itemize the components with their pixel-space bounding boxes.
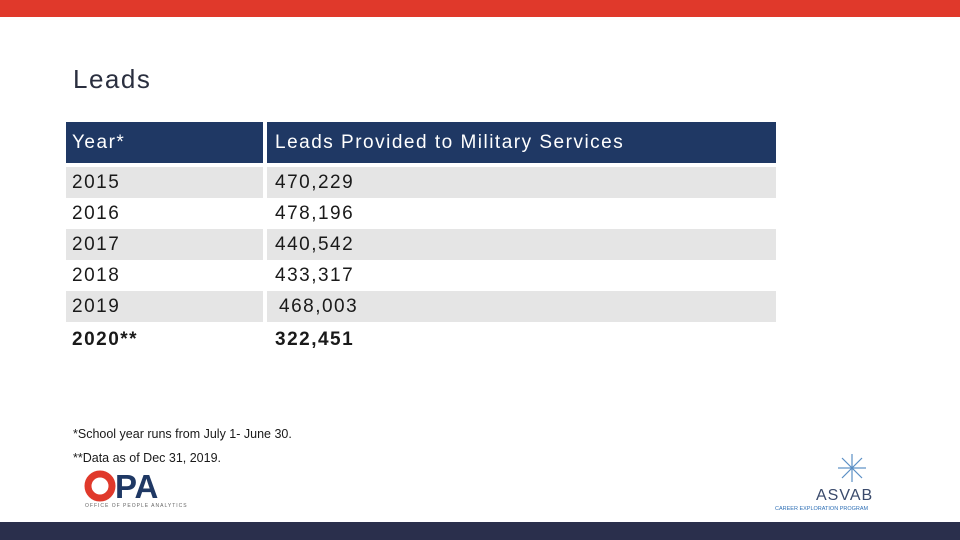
opa-logo-text: PA	[115, 470, 158, 505]
leads-cell: 470,229	[267, 167, 776, 198]
table-row: 2020** 322,451	[66, 322, 776, 358]
table-row: 2017 440,542	[66, 229, 776, 260]
leads-cell: 468,003	[267, 291, 776, 322]
slide-title: Leads	[73, 64, 152, 94]
leads-cell: 322,451	[275, 329, 355, 350]
table-row: 2019 468,003	[66, 291, 776, 322]
header-leads: Leads Provided to Military Services	[267, 122, 776, 163]
top-accent-bar	[0, 0, 960, 17]
table-row: 2018 433,317	[66, 260, 776, 291]
leads-cell: 440,542	[267, 229, 776, 260]
leads-cell: 433,317	[275, 264, 355, 286]
table-row: 2016 478,196	[66, 198, 776, 229]
starburst-icon	[838, 454, 866, 482]
year-cell: 2020**	[72, 329, 139, 350]
year-cell: 2017	[66, 229, 263, 260]
footnote-school-year: *School year runs from July 1- June 30.	[73, 427, 292, 441]
table-header-row: Year* Leads Provided to Military Service…	[66, 122, 776, 163]
year-cell: 2018	[72, 264, 121, 286]
year-cell: 2016	[72, 202, 121, 224]
opa-logo-subtitle: OFFICE OF PEOPLE ANALYTICS	[85, 503, 188, 509]
asvab-logo-text: ASVAB	[816, 487, 873, 504]
asvab-logo: ASVAB CAREER EXPLORATION PROGRAM	[775, 454, 873, 512]
footnote-data-as-of: **Data as of Dec 31, 2019.	[73, 451, 222, 465]
year-cell: 2019	[66, 291, 263, 322]
opa-ring-icon	[84, 470, 116, 502]
leads-cell: 478,196	[275, 202, 355, 224]
bottom-accent-bar	[0, 522, 960, 540]
leads-table: Year* Leads Provided to Military Service…	[66, 122, 776, 358]
table-row: 2015 470,229	[66, 167, 776, 198]
year-cell: 2015	[66, 167, 263, 198]
asvab-logo-subtitle: CAREER EXPLORATION PROGRAM	[775, 506, 869, 512]
opa-logo: PA	[84, 470, 158, 505]
header-year: Year*	[66, 122, 263, 163]
